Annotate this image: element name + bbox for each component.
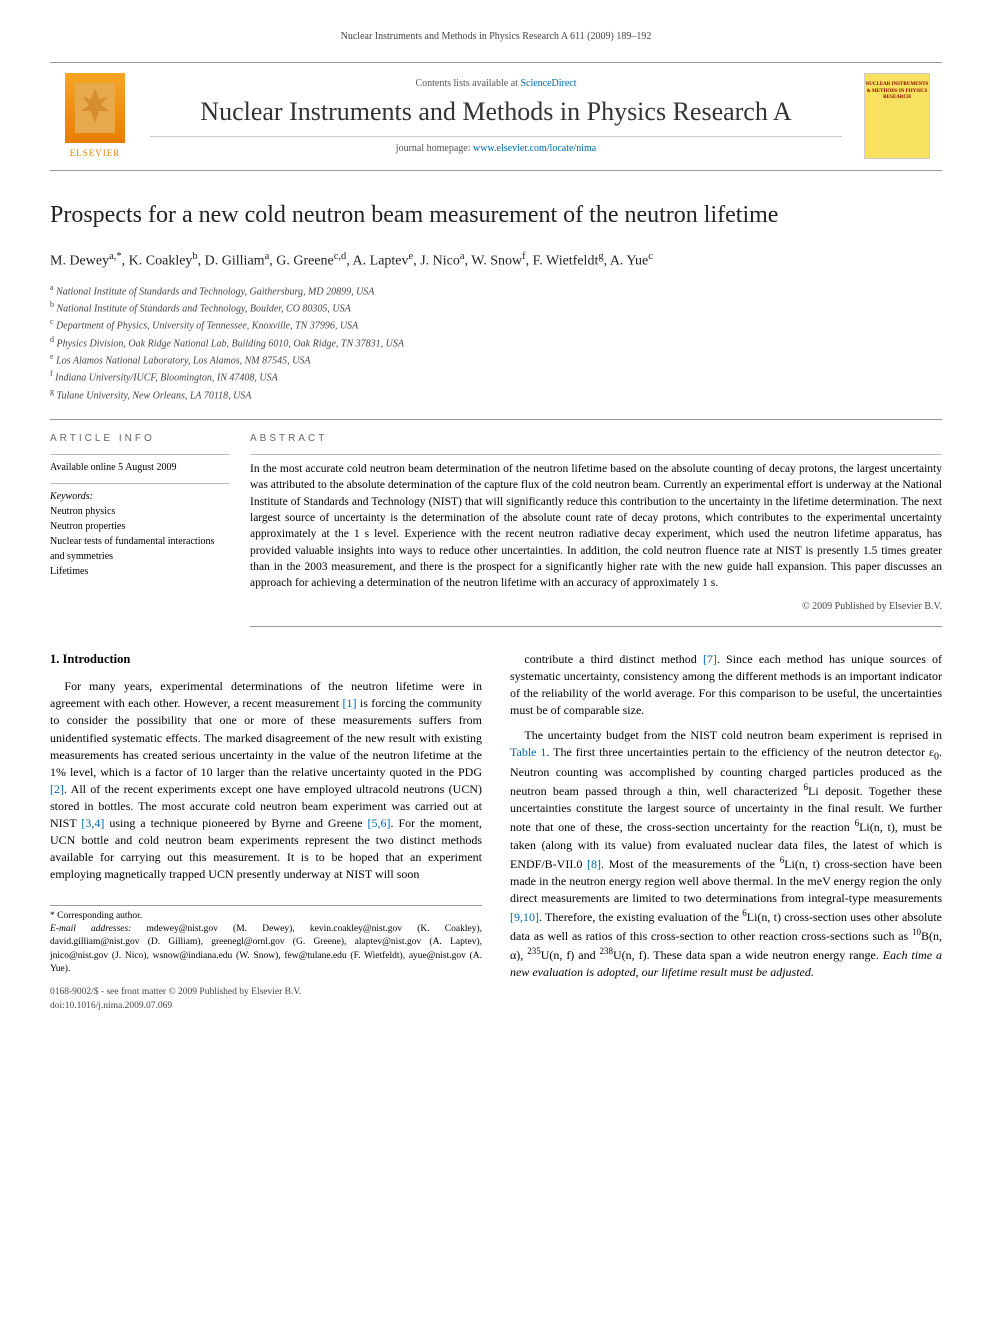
affiliation: e Los Alamos National Laboratory, Los Al… <box>50 351 942 368</box>
divider <box>250 454 942 455</box>
sciencedirect-link[interactable]: ScienceDirect <box>520 78 576 89</box>
body-column-left: 1. Introduction For many years, experime… <box>50 651 482 1014</box>
front-matter-line: 0168-9002/$ - see front matter © 2009 Pu… <box>50 986 482 999</box>
body-two-columns: 1. Introduction For many years, experime… <box>50 651 942 1014</box>
journal-title: Nuclear Instruments and Methods in Physi… <box>150 97 842 127</box>
body-paragraph: contribute a third distinct method [7]. … <box>510 651 942 719</box>
divider <box>50 483 230 484</box>
author-list: M. Deweya,*, K. Coakleyb, D. Gilliama, G… <box>50 250 942 271</box>
section-heading: 1. Introduction <box>50 651 482 669</box>
divider <box>50 454 230 455</box>
article-info-heading: ARTICLE INFO <box>50 432 230 446</box>
journal-cover-thumbnail: NUCLEAR INSTRUMENTS & METHODS IN PHYSICS… <box>864 73 930 159</box>
available-online-date: Available online 5 August 2009 <box>50 461 230 475</box>
keyword: Neutron physics <box>50 504 230 519</box>
affiliation-list: a National Institute of Standards and Te… <box>50 282 942 403</box>
keywords-label: Keywords: <box>50 490 230 504</box>
masthead-center: Contents lists available at ScienceDirec… <box>140 71 852 162</box>
cover-thumb-text: NUCLEAR INSTRUMENTS & METHODS IN PHYSICS… <box>865 82 929 102</box>
info-abstract-row: ARTICLE INFO Available online 5 August 2… <box>50 419 942 627</box>
affiliation: c Department of Physics, University of T… <box>50 316 942 333</box>
section-number: 1. <box>50 652 59 666</box>
article-title: Prospects for a new cold neutron beam me… <box>50 199 942 233</box>
publisher-block: ELSEVIER <box>50 71 140 162</box>
affiliation: a National Institute of Standards and Te… <box>50 282 942 299</box>
affiliation: b National Institute of Standards and Te… <box>50 299 942 316</box>
elsevier-logo-svg <box>75 83 115 133</box>
body-paragraph: For many years, experimental determinati… <box>50 678 482 882</box>
masthead: ELSEVIER Contents lists available at Sci… <box>50 62 942 171</box>
corresponding-author-note: * Corresponding author. <box>50 910 482 923</box>
section-title: Introduction <box>63 652 131 666</box>
elsevier-tree-icon <box>65 73 125 143</box>
contents-available-line: Contents lists available at ScienceDirec… <box>150 77 842 91</box>
keyword: Lifetimes <box>50 564 230 579</box>
abstract-copyright: © 2009 Published by Elsevier B.V. <box>250 600 942 614</box>
keyword: Nuclear tests of fundamental interaction… <box>50 534 230 564</box>
keywords-list: Neutron physicsNeutron propertiesNuclear… <box>50 504 230 579</box>
body-paragraph: The uncertainty budget from the NIST col… <box>510 727 942 981</box>
abstract-heading: ABSTRACT <box>250 432 942 446</box>
doi-block: 0168-9002/$ - see front matter © 2009 Pu… <box>50 986 482 1013</box>
affiliation: g Tulane University, New Orleans, LA 701… <box>50 386 942 403</box>
publisher-label: ELSEVIER <box>70 147 121 160</box>
footnotes-block: * Corresponding author. E-mail addresses… <box>50 905 482 976</box>
keyword: Neutron properties <box>50 519 230 534</box>
homepage-line: journal homepage: www.elsevier.com/locat… <box>150 136 842 156</box>
cover-thumb-block: NUCLEAR INSTRUMENTS & METHODS IN PHYSICS… <box>852 71 942 162</box>
contents-prefix: Contents lists available at <box>415 78 520 89</box>
email-addresses: E-mail addresses: mdewey@nist.gov (M. De… <box>50 923 482 976</box>
abstract-text: In the most accurate cold neutron beam d… <box>250 461 942 592</box>
homepage-link[interactable]: www.elsevier.com/locate/nima <box>473 143 596 154</box>
affiliation: d Physics Division, Oak Ridge National L… <box>50 334 942 351</box>
article-info-sidebar: ARTICLE INFO Available online 5 August 2… <box>50 420 250 627</box>
doi-line: doi:10.1016/j.nima.2009.07.069 <box>50 1000 482 1013</box>
affiliation: f Indiana University/IUCF, Bloomington, … <box>50 368 942 385</box>
homepage-prefix: journal homepage: <box>396 143 473 154</box>
email-label: E-mail addresses: <box>50 924 131 934</box>
abstract-column: ABSTRACT In the most accurate cold neutr… <box>250 420 942 627</box>
running-header: Nuclear Instruments and Methods in Physi… <box>50 30 942 44</box>
body-column-right: contribute a third distinct method [7]. … <box>510 651 942 1014</box>
